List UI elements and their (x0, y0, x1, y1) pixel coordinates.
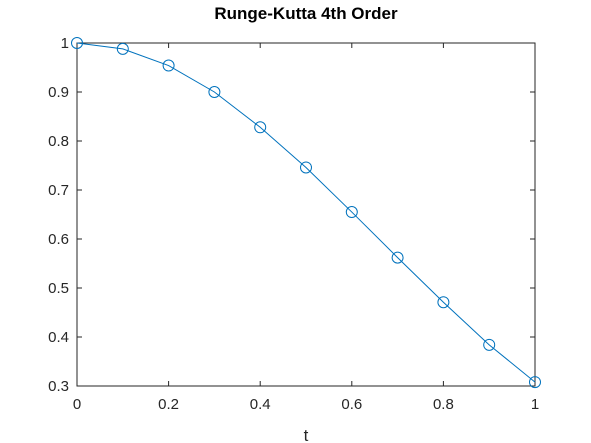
y-tick-label: 0.9 (48, 84, 69, 101)
chart-title: Runge-Kutta 4th Order (214, 4, 398, 23)
series-markers (71, 37, 541, 389)
y-tick-label: 0.5 (48, 280, 69, 297)
series-line (76, 42, 536, 383)
y-tick-label: 0.3 (48, 378, 69, 395)
y-tick-label: 0.6 (48, 231, 69, 248)
y-tick-label: 0.7 (48, 182, 69, 199)
x-tick-label: 0.6 (341, 396, 362, 413)
data-point (483, 338, 496, 351)
data-point (162, 59, 175, 72)
y-tick-label: 0.4 (48, 329, 69, 346)
x-tick-label: 0.2 (158, 396, 179, 413)
x-tick-label: 0.4 (250, 396, 271, 413)
data-point (208, 86, 221, 98)
data-point (529, 376, 541, 389)
x-tick-label: 0.8 (433, 396, 454, 413)
x-tick-label: 0 (73, 396, 81, 413)
y-tick-label: 1 (61, 35, 69, 52)
data-point (116, 42, 129, 55)
x-axis-label: t (304, 426, 309, 443)
data-point (71, 37, 83, 49)
data-point (437, 296, 450, 309)
data-point (254, 121, 267, 134)
data-point (300, 161, 312, 174)
x-tick-label: 1 (531, 396, 539, 413)
tick-labels: 0 0.2 0.4 0.6 0.8 1 0.3 0.4 0.5 0.6 0.7 0.8 0.9 1 (48, 35, 539, 413)
y-tick-label: 0.8 (48, 133, 69, 150)
data-point (391, 251, 404, 264)
plot-area (76, 42, 536, 387)
data-point (345, 206, 358, 219)
